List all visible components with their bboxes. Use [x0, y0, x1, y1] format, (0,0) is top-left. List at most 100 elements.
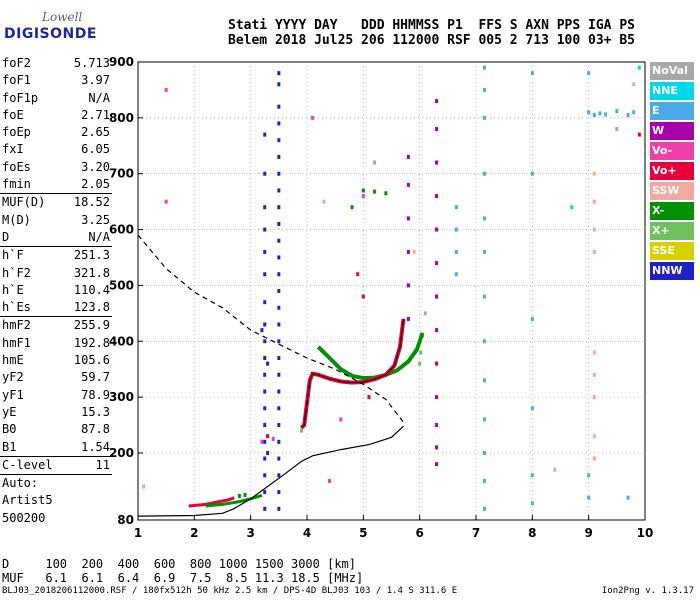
param-value: 18.52	[73, 195, 110, 210]
param-name: MUF(D)	[2, 195, 46, 210]
ionogram-point	[277, 490, 281, 495]
param-row: yF2 59.7	[0, 369, 112, 386]
ionogram-point	[592, 395, 596, 400]
ionogram-point	[406, 182, 410, 187]
ionogram-point	[419, 350, 423, 355]
param-separator	[0, 474, 112, 476]
ionogram-point	[277, 154, 281, 159]
ionogram-point	[263, 423, 267, 428]
ionogram-point	[361, 188, 365, 193]
ionogram-point	[615, 109, 619, 114]
ionogram-point	[277, 171, 281, 176]
ionogram-point	[263, 389, 267, 394]
muf-distance-table: D 100 200 400 600 800 1000 1500 3000 [km…	[2, 557, 363, 585]
param-row: M(D) 3.25	[0, 212, 112, 229]
y-tick-label: 500	[109, 278, 134, 292]
param-name: h`F	[2, 248, 24, 263]
legend-item: Vo+	[650, 162, 694, 180]
ionogram-point	[592, 249, 596, 254]
ionogram-point	[277, 71, 281, 76]
param-name: h`Es	[2, 300, 31, 315]
ionogram-point	[277, 439, 281, 444]
ionogram-point	[277, 322, 281, 327]
ionogram-point	[592, 199, 596, 204]
f-layer-scaled-line	[301, 318, 404, 429]
ionogram-point	[587, 71, 591, 76]
ionogram-point	[263, 506, 267, 511]
param-row: C-level 11	[0, 457, 112, 474]
param-value: 192.8	[73, 335, 110, 350]
param-row: fmin 2.05	[0, 176, 112, 193]
y-tick-label: 600	[109, 223, 134, 237]
ionogram-point	[530, 406, 534, 411]
param-row: MUF(D) 18.52	[0, 194, 112, 211]
ionogram-point	[350, 205, 354, 210]
param-name: h`F2	[2, 265, 31, 280]
param-name: Artist5	[2, 493, 53, 508]
param-name: C-level	[2, 457, 53, 472]
ionogram-point	[626, 495, 630, 500]
x-tick-label: 3	[246, 526, 254, 540]
plot-frame	[137, 61, 646, 521]
ionogram-point	[277, 372, 281, 377]
param-value: 251.3	[73, 248, 110, 263]
param-value: 11	[95, 457, 110, 472]
x-tick-label: 4	[303, 526, 311, 540]
param-value: 255.9	[73, 318, 110, 333]
legend-item: E	[650, 102, 694, 120]
param-value: 105.6	[73, 353, 110, 368]
param-value: 3.20	[81, 159, 110, 174]
ionogram-point	[263, 473, 267, 478]
ionogram-point	[435, 395, 439, 400]
ionogram-point	[592, 113, 596, 118]
header-labels: Stati YYYY DAY DDD HHMMSS P1 FFS S AXN P…	[228, 18, 635, 33]
ionogram-point	[637, 65, 641, 70]
y-tick-label: 200	[109, 446, 134, 460]
ionogram-point	[277, 82, 281, 87]
x-tick-label: 7	[472, 526, 480, 540]
ionogram-point	[615, 127, 619, 132]
param-row: Artist5	[0, 492, 112, 509]
param-name: B1	[2, 439, 17, 454]
ionogram-point	[435, 361, 439, 366]
ionogram-point	[406, 249, 410, 254]
ionogram-point	[482, 506, 486, 511]
param-row: Auto:	[0, 475, 112, 492]
param-row: h`F2 321.8	[0, 265, 112, 282]
ionogram-point	[373, 189, 377, 194]
ionogram-point	[263, 300, 267, 305]
param-name: yF1	[2, 387, 24, 402]
es-layer-trace	[205, 493, 263, 508]
x-tick-label: 5	[359, 526, 367, 540]
ionogram-point	[482, 450, 486, 455]
ionogram-point	[435, 127, 439, 132]
y-tick-label: 900	[109, 55, 134, 69]
ionogram-point	[454, 249, 458, 254]
ionogram-point	[587, 473, 591, 478]
ionogram-point	[277, 305, 281, 310]
ionogram-point	[263, 322, 267, 327]
ionogram-point	[530, 473, 534, 478]
ionogram-point	[277, 238, 281, 243]
param-separator	[0, 316, 112, 318]
ionogram-point	[277, 188, 281, 193]
ionogram-point	[361, 194, 365, 199]
ionogram-point	[277, 221, 281, 226]
param-row: foF1p N/A	[0, 90, 112, 107]
ionogram-point	[263, 490, 267, 495]
ionogram-point	[435, 99, 439, 104]
ionogram-point	[277, 121, 281, 126]
x-tick-label: 10	[637, 526, 654, 540]
ionogram-point	[592, 372, 596, 377]
legend: NoVal NNE E W Vo- Vo+ SSW X- X+ SSE NNW	[650, 62, 694, 282]
param-name: B0	[2, 422, 17, 437]
ionogram-point	[266, 434, 270, 439]
param-row: yE 15.3	[0, 404, 112, 421]
y-tick-label: 800	[109, 111, 134, 125]
ionogram-point	[435, 227, 439, 232]
ionogram-point	[435, 294, 439, 299]
param-row: B0 87.8	[0, 421, 112, 438]
ionogram-point	[367, 395, 371, 400]
ionogram-point	[322, 199, 326, 204]
param-name: M(D)	[2, 212, 31, 227]
